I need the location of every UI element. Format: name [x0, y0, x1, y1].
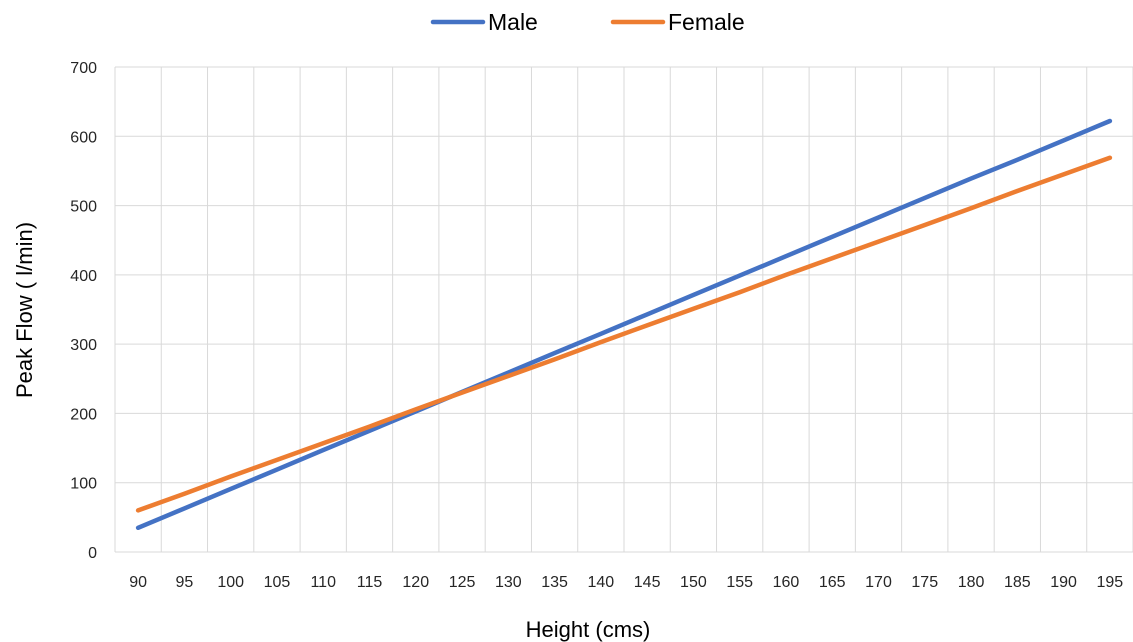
x-tick-label: 190 — [1050, 574, 1077, 591]
x-tick-label: 130 — [495, 574, 522, 591]
x-tick-label: 115 — [357, 574, 383, 591]
x-tick-label: 150 — [680, 574, 707, 591]
x-tick-label: 95 — [176, 574, 194, 591]
y-tick-label: 600 — [70, 129, 97, 146]
x-tick-label: 145 — [634, 574, 661, 591]
y-tick-label: 500 — [70, 199, 97, 216]
x-axis-ticks: 90 95 100 105 110 115 120 125 130 135 140 145 150 155… — [129, 574, 1123, 591]
x-tick-label: 170 — [865, 574, 892, 591]
x-tick-label: 175 — [911, 574, 938, 591]
x-tick-label: 110 — [310, 574, 336, 591]
y-tick-label: 100 — [70, 476, 97, 493]
series-line-male — [135, 118, 1113, 531]
x-tick-label: 100 — [217, 574, 244, 591]
x-tick-label: 160 — [773, 574, 800, 591]
legend-label-female: Female — [668, 9, 745, 35]
y-tick-label: 200 — [70, 406, 97, 423]
y-tick-label: 700 — [70, 60, 97, 77]
x-tick-label: 140 — [588, 574, 615, 591]
x-tick-label: 90 — [129, 574, 147, 591]
legend: Male Female — [430, 9, 745, 35]
x-tick-label: 165 — [819, 574, 846, 591]
y-axis-title: Peak Flow ( l/min) — [12, 222, 37, 398]
x-tick-label: 180 — [958, 574, 985, 591]
x-tick-label: 120 — [402, 574, 429, 591]
x-tick-label: 125 — [449, 574, 476, 591]
x-tick-label: 195 — [1097, 574, 1124, 591]
x-tick-label: 105 — [264, 574, 291, 591]
series-lines — [135, 118, 1113, 531]
x-tick-label: 135 — [541, 574, 568, 591]
y-tick-label: 300 — [70, 337, 97, 354]
y-tick-label: 400 — [70, 268, 97, 285]
x-axis-title: Height (cms) — [526, 617, 651, 642]
gridlines — [114, 66, 1133, 553]
y-tick-label: 0 — [88, 545, 97, 562]
y-axis-ticks: 0 100 200 300 400 500 600 700 — [70, 60, 97, 562]
legend-label-male: Male — [488, 9, 538, 35]
x-tick-label: 155 — [726, 574, 753, 591]
series-line-female — [135, 155, 1113, 513]
x-tick-label: 185 — [1004, 574, 1031, 591]
